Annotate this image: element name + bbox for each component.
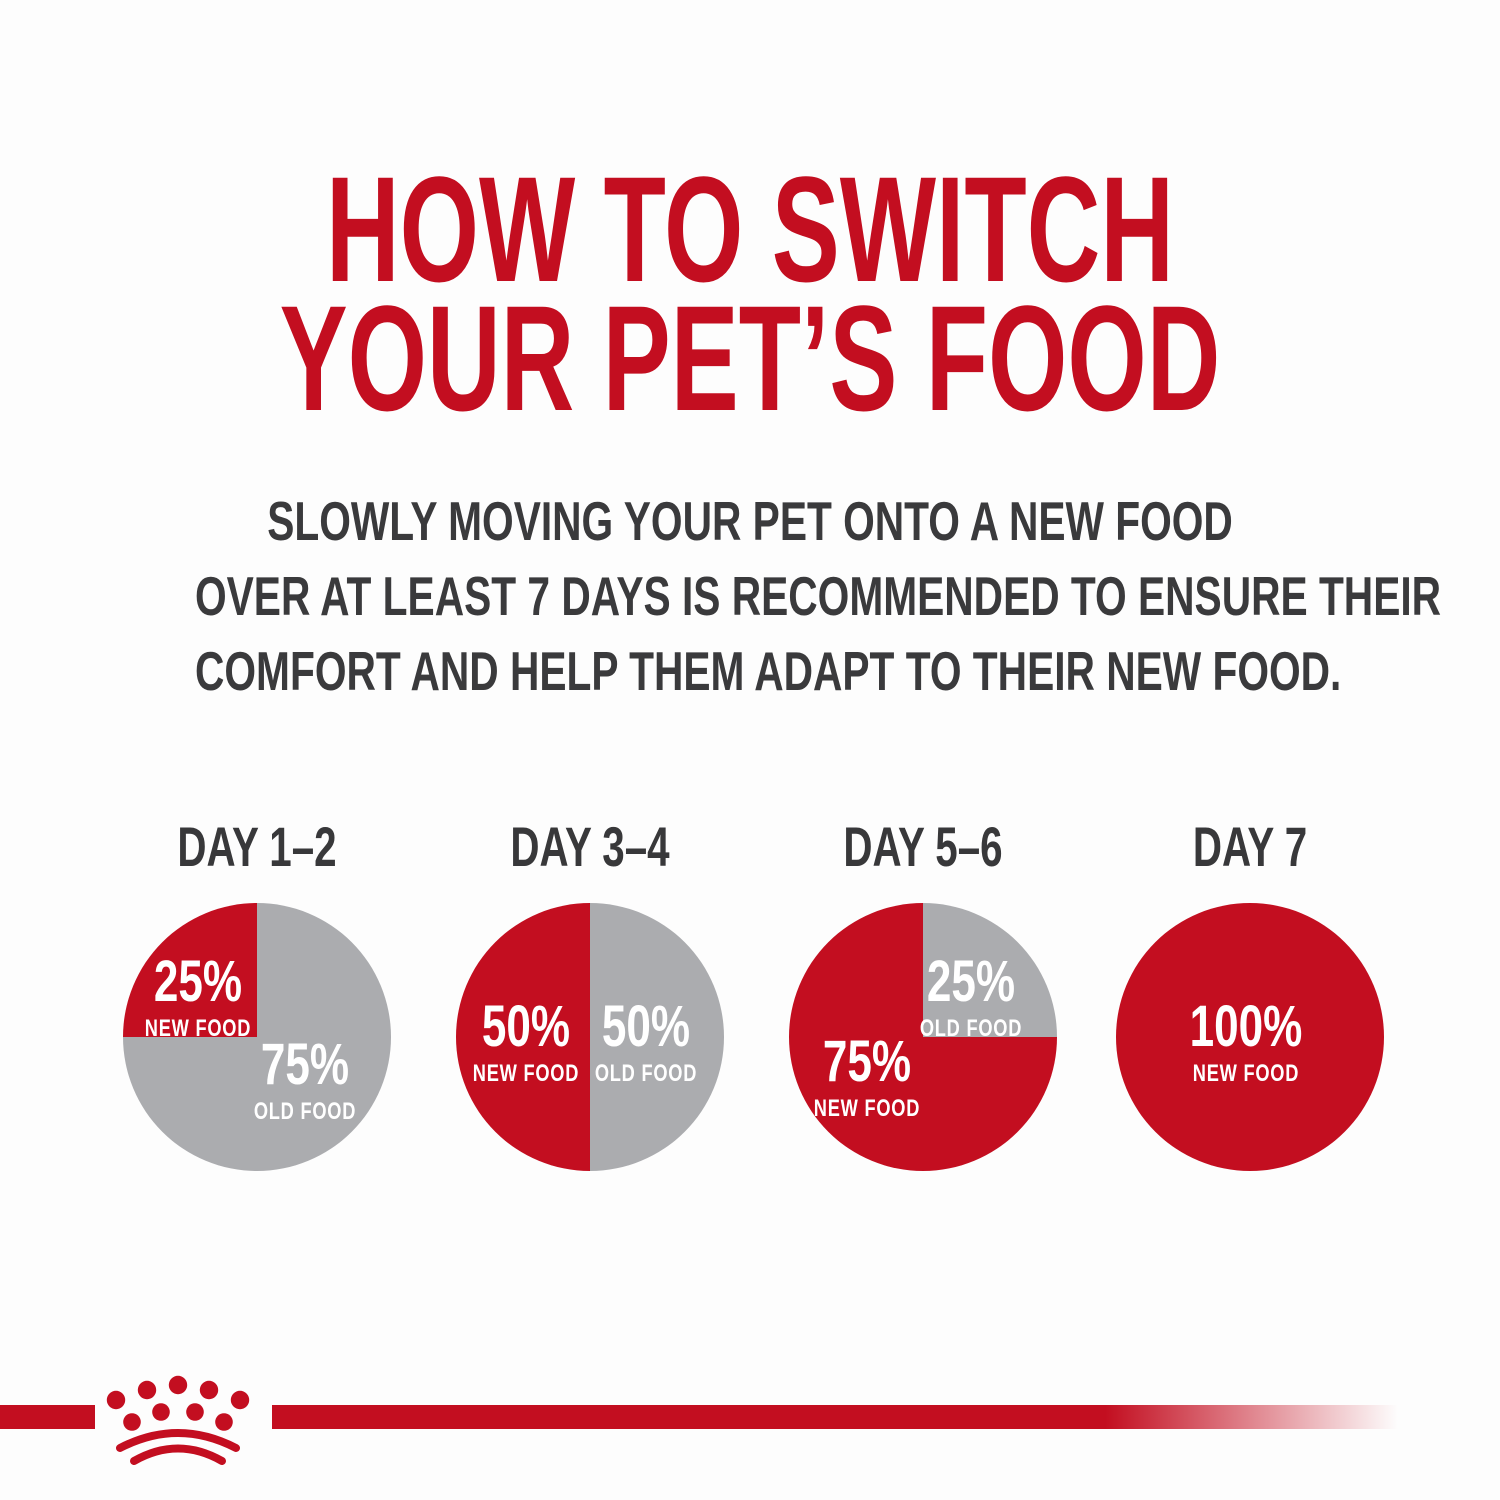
new-food-slice-label: 75% NEW FOOD: [813, 1029, 920, 1123]
page-title-line2: YOUR PET’S FOOD: [279, 274, 1221, 442]
subtitle-line2: OVER AT LEAST 7 DAYS IS RECOMMENDED TO E…: [195, 565, 1442, 627]
new-food-slice-label: 50% NEW FOOD: [472, 994, 579, 1088]
day-7-label: DAY 7: [1192, 815, 1308, 878]
day-7-column: DAY 7 100% NEW FOOD: [1116, 819, 1384, 1171]
old-food-slice-label: 50% OLD FOOD: [595, 994, 698, 1088]
subtitle-line1: SLOWLY MOVING YOUR PET ONTO A NEW FOOD: [267, 490, 1233, 552]
day-5-6-column: DAY 5–6 75% NEW FOOD 25% OLD FOOD: [789, 819, 1057, 1171]
old-food-slice-label: 25% OLD FOOD: [920, 948, 1023, 1042]
subtitle: SLOWLY MOVING YOUR PET ONTO A NEW FOOD O…: [195, 484, 1442, 709]
day-3-4-column: DAY 3–4 50% NEW FOOD 50% OLD FOOD: [456, 819, 724, 1171]
subtitle-line3: COMFORT AND HELP THEM ADAPT TO THEIR NEW…: [195, 640, 1342, 702]
new-food-slice-label: 25% NEW FOOD: [144, 948, 252, 1042]
footer-stripe-left: [0, 1405, 95, 1429]
day-3-4-label: DAY 3–4: [510, 815, 670, 878]
footer-stripe-right: [272, 1405, 1398, 1429]
old-food-slice-label: 75% OLD FOOD: [254, 1031, 357, 1125]
day-1-2-column: DAY 1–2 25% NEW FOOD 75% OLD FOOD: [123, 819, 391, 1171]
pie-chart-day-7: 100% NEW FOOD: [1116, 903, 1384, 1171]
day-5-6-label: DAY 5–6: [843, 815, 1003, 878]
pie-chart-day-5-6: 75% NEW FOOD 25% OLD FOOD: [789, 903, 1057, 1171]
royal-canin-crown-icon: [106, 1375, 250, 1465]
new-food-slice-label: 100% NEW FOOD: [1189, 994, 1303, 1088]
day-1-2-label: DAY 1–2: [177, 815, 337, 878]
page-title-line1: HOW TO SWITCH: [325, 145, 1175, 313]
pie-chart-day-3-4: 50% NEW FOOD 50% OLD FOOD: [456, 903, 724, 1171]
pie-chart-day-1-2: 25% NEW FOOD 75% OLD FOOD: [123, 903, 391, 1171]
